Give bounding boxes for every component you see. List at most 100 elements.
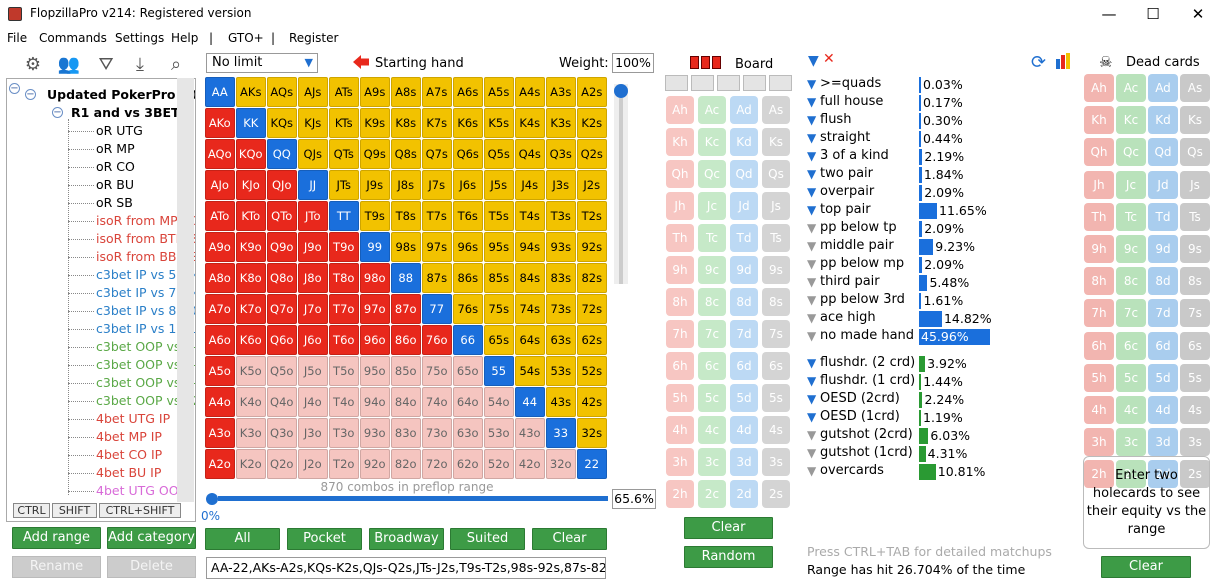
hand-cell[interactable]: K7o: [236, 294, 266, 324]
hand-cell[interactable]: 93s: [546, 232, 576, 262]
all-button[interactable]: All: [205, 528, 280, 550]
hand-cell[interactable]: 53s: [546, 356, 576, 386]
dead-card[interactable]: 9s: [1180, 235, 1210, 263]
hand-cell[interactable]: T3s: [546, 201, 576, 231]
tree-item[interactable]: c3bet IP vs 10-15: [96, 321, 196, 336]
hand-cell[interactable]: 87s: [422, 263, 452, 293]
hand-cell[interactable]: T7o: [329, 294, 359, 324]
hand-cell[interactable]: JJ: [298, 170, 328, 200]
menu-settings[interactable]: Settings: [115, 31, 165, 45]
vertical-slider-handle[interactable]: [614, 84, 628, 98]
hand-cell[interactable]: 55: [484, 356, 514, 386]
hand-cell[interactable]: T4o: [329, 387, 359, 417]
tree-item[interactable]: 4bet MP IP: [96, 429, 162, 444]
close-button[interactable]: ✕: [1191, 5, 1205, 23]
filter-icon[interactable]: ▼: [807, 113, 817, 127]
hand-cell[interactable]: KTo: [236, 201, 266, 231]
hand-cell[interactable]: J7s: [422, 170, 452, 200]
hand-cell[interactable]: 65s: [484, 325, 514, 355]
filter-icon[interactable]: ▼: [807, 185, 817, 199]
menu-commands[interactable]: Commands: [39, 31, 107, 45]
hand-cell[interactable]: 87o: [391, 294, 421, 324]
dead-card[interactable]: 5s: [1180, 363, 1210, 392]
tree-item[interactable]: oR UTG: [96, 123, 143, 138]
hand-cell[interactable]: AJs: [298, 77, 328, 107]
board-card[interactable]: 7s: [762, 320, 790, 348]
hand-cell[interactable]: Q8s: [391, 139, 421, 169]
dead-card[interactable]: Tc: [1116, 202, 1146, 231]
hand-cell[interactable]: QTs: [329, 139, 359, 169]
hand-cell[interactable]: 82s: [577, 263, 607, 293]
stat-label[interactable]: full house: [820, 94, 884, 109]
hand-cell[interactable]: QQ: [267, 139, 297, 169]
board-card[interactable]: As: [762, 96, 790, 124]
board-card[interactable]: 7c: [698, 320, 726, 348]
dead-card[interactable]: Qh: [1084, 138, 1114, 167]
dead-card[interactable]: Jh: [1084, 170, 1114, 199]
board-card[interactable]: 2c: [698, 480, 726, 508]
hand-cell[interactable]: 63o: [453, 418, 483, 448]
board-card[interactable]: 9d: [730, 256, 758, 284]
dead-card[interactable]: 3d: [1148, 428, 1178, 457]
hand-cell[interactable]: 52s: [577, 356, 607, 386]
hand-cell[interactable]: KQs: [267, 108, 297, 138]
filter-icon[interactable]: ▼: [807, 77, 817, 91]
dead-card[interactable]: 6c: [1116, 331, 1146, 360]
filter-icon[interactable]: ▼: [807, 95, 817, 109]
stat-label[interactable]: OESD (2crd): [820, 391, 900, 406]
dead-card[interactable]: 7d: [1148, 299, 1178, 328]
hand-cell[interactable]: 33: [546, 418, 576, 448]
hand-cell[interactable]: 66: [453, 325, 483, 355]
hand-cell[interactable]: K2s: [577, 108, 607, 138]
hand-cell[interactable]: Q6s: [453, 139, 483, 169]
hand-cell[interactable]: K5s: [484, 108, 514, 138]
hand-cell[interactable]: 83s: [546, 263, 576, 293]
stat-label[interactable]: overpair: [820, 184, 875, 199]
tree-item[interactable]: oR MP: [96, 141, 135, 156]
dead-clear-button[interactable]: Clear: [1101, 556, 1191, 578]
hand-cell[interactable]: T6s: [453, 201, 483, 231]
hand-cell[interactable]: 92o: [360, 449, 390, 479]
dead-card[interactable]: 2s: [1180, 460, 1210, 489]
dead-card[interactable]: Js: [1180, 170, 1210, 199]
hand-cell[interactable]: J5s: [484, 170, 514, 200]
dead-card[interactable]: Th: [1084, 202, 1114, 231]
hand-cell[interactable]: TT: [329, 201, 359, 231]
tree-item[interactable]: isoR from BBvsSB: [96, 249, 196, 264]
back-arrow-icon[interactable]: [353, 55, 369, 69]
filter-icon[interactable]: ▼: [807, 131, 817, 145]
users-icon[interactable]: 👥: [57, 54, 81, 75]
minimize-button[interactable]: —: [1101, 5, 1117, 23]
filter-icon[interactable]: ▼: [807, 311, 817, 325]
dead-card[interactable]: Ah: [1084, 74, 1114, 102]
board-card[interactable]: 8c: [698, 288, 726, 316]
board-card[interactable]: 6d: [730, 352, 758, 380]
tree-item[interactable]: oR SB: [96, 195, 133, 210]
hand-cell[interactable]: 62s: [577, 325, 607, 355]
add-range-button[interactable]: Add range: [12, 527, 101, 549]
board-slot[interactable]: [769, 75, 792, 91]
tree-item[interactable]: c3bet OOP vs 8-1: [96, 375, 196, 390]
tree-item[interactable]: c3bet OOP vs 5-6: [96, 339, 196, 354]
hand-cell[interactable]: A9s: [360, 77, 390, 107]
hand-cell[interactable]: J7o: [298, 294, 328, 324]
tree-item[interactable]: c3bet IP vs 8-10%: [96, 303, 195, 318]
board-card[interactable]: 9c: [698, 256, 726, 284]
hand-cell[interactable]: AA: [205, 77, 235, 107]
tree-item[interactable]: oR CO: [96, 159, 135, 174]
dead-card[interactable]: 7h: [1084, 299, 1114, 328]
board-slot[interactable]: [665, 75, 688, 91]
hand-cell[interactable]: 54o: [484, 387, 514, 417]
tree-root-label[interactable]: Updated PokerPro 2021 (: [47, 87, 195, 102]
hand-cell[interactable]: 76s: [453, 294, 483, 324]
hand-cell[interactable]: T4s: [515, 201, 545, 231]
dead-card[interactable]: Kh: [1084, 106, 1114, 135]
hand-cell[interactable]: ATo: [205, 201, 235, 231]
search-icon[interactable]: ⌕: [170, 54, 182, 75]
filter-icon[interactable]: ⛛: [98, 54, 114, 75]
dead-card[interactable]: 8s: [1180, 267, 1210, 296]
hand-cell[interactable]: 32o: [546, 449, 576, 479]
hand-cell[interactable]: T2o: [329, 449, 359, 479]
menu-file[interactable]: File: [7, 31, 28, 45]
hand-cell[interactable]: T5s: [484, 201, 514, 231]
